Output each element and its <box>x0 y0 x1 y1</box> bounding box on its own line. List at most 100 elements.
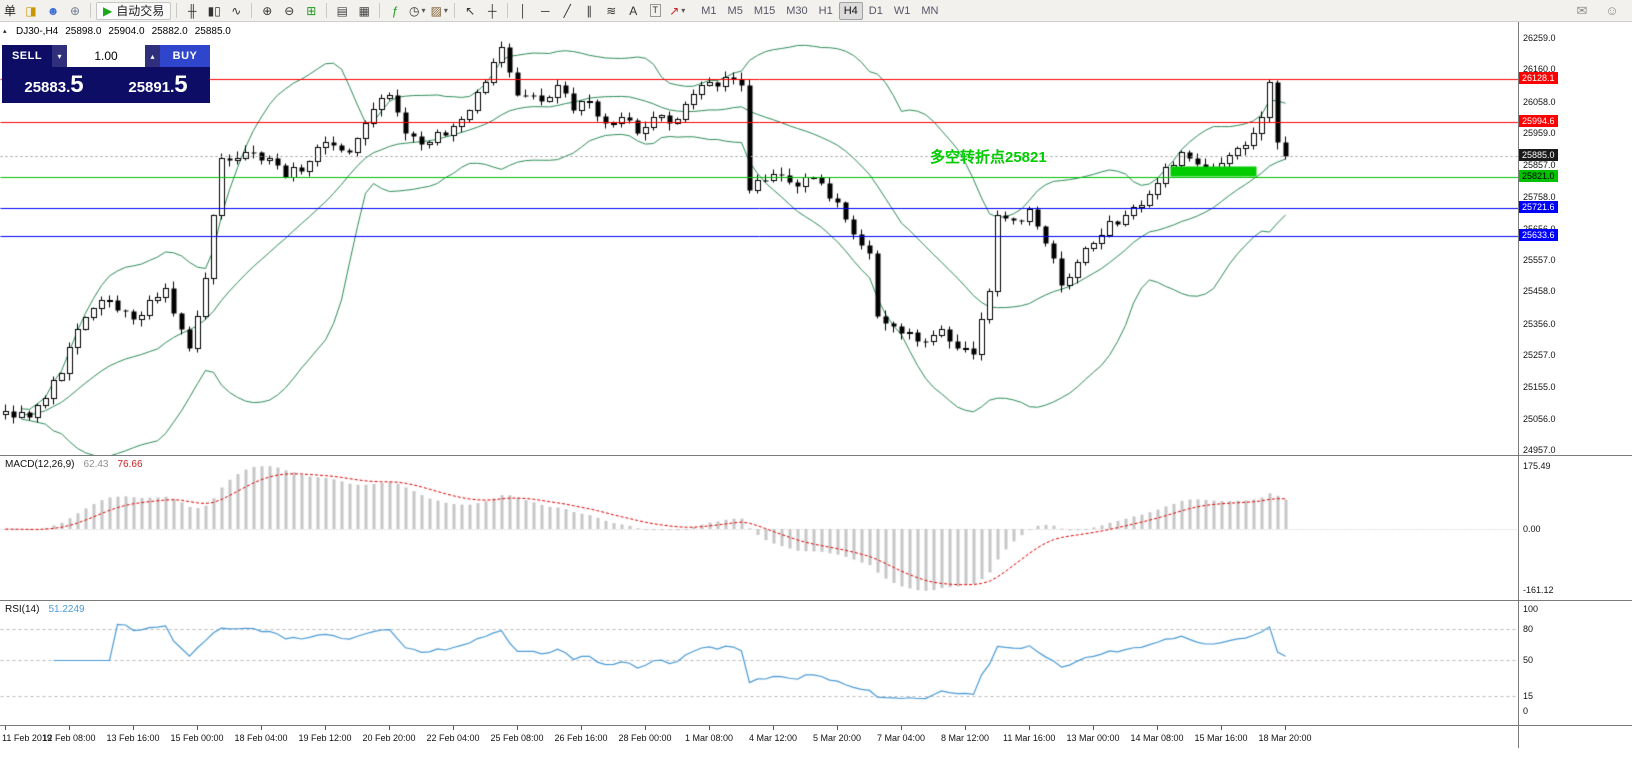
text-icon-button[interactable]: A <box>623 2 643 20</box>
rsi-indicator-canvas[interactable] <box>0 601 1518 725</box>
toolbar-separator <box>454 3 456 18</box>
chart-profiles-icon-button[interactable]: ▦ <box>354 2 374 20</box>
price-axis-main[interactable]: 26259.0 26160.0 26058.0 25959.0 25857.0 25758… <box>1519 22 1631 455</box>
timeframe-button-m30[interactable]: M30 <box>786 4 808 17</box>
new-chart-icon: ▤ <box>336 3 348 18</box>
sell-button[interactable]: SELL <box>11 50 43 62</box>
equidistant-channel-icon-button[interactable]: ∥ <box>579 2 599 20</box>
buy-button[interactable]: BUY <box>160 45 210 67</box>
zoom-out-icon-button[interactable]: ⊖ <box>279 2 299 20</box>
community-icon-button[interactable]: ☺ <box>1602 2 1622 20</box>
horizontal-line-icon-button[interactable]: ─ <box>535 2 555 20</box>
timeframe-button-d1[interactable]: D1 <box>868 4 883 17</box>
volume-down-button[interactable]: ▾ <box>52 45 67 67</box>
toolbar-separator <box>379 3 381 18</box>
periods-icon: ◷ <box>409 3 420 18</box>
arrows-icon-button[interactable]: ↗ ▾ <box>667 2 687 20</box>
time-tick-mark <box>69 726 70 730</box>
price-tick-label: 26058.0 <box>1523 96 1556 107</box>
price-tick-label: 26160.0 <box>1523 64 1556 75</box>
close-value: 25885.0 <box>194 26 231 37</box>
time-tick-label: 19 Feb 12:00 <box>298 733 352 743</box>
profile-icon-button[interactable]: ☻ <box>43 2 63 20</box>
timeframe-button-m5[interactable]: M5 <box>727 4 743 17</box>
line-chart-icon-button[interactable]: ∿ <box>226 2 246 20</box>
price-tick-label: 25257.0 <box>1523 350 1556 361</box>
chat-bubble-icon-button[interactable]: ✉ <box>1572 2 1592 20</box>
one-click-trading-panel: SELL ▾ ▴ BUY 25883.5 25891.5 <box>2 45 210 103</box>
fibonacci-icon-button[interactable]: ≋ <box>601 2 621 20</box>
buy-price[interactable]: 25891. 5 <box>106 67 210 103</box>
buy-price-main: 25891. <box>128 79 175 96</box>
price-tick-label: 25857.0 <box>1523 160 1556 171</box>
rsi-name: RSI(14) <box>5 604 40 615</box>
price-tick-label: 25758.0 <box>1523 191 1556 202</box>
new-order-button-fragment[interactable]: 单 <box>4 4 17 18</box>
toolbar: 单 ◨ ☻ ⊕ ▶ 自动交易 ╫ ▮▯ ∿ ⊕ ⊖ ⊞ ▤ ▦ ƒ ◷ ▾ ▨ ▾ ↖ ┼ │ ─ ╱ ∥ ≋ A T ↗ ▾ M1 M5… <box>0 0 1632 22</box>
equidistant-channel-icon: ∥ <box>586 3 593 18</box>
timeframe-button-h4[interactable]: H4 <box>838 1 863 20</box>
trendline-icon-button[interactable]: ╱ <box>557 2 577 20</box>
text-label-icon-button[interactable]: T <box>645 2 665 20</box>
time-tick-mark <box>773 726 774 730</box>
time-tick-mark <box>325 726 326 730</box>
periods-icon-button[interactable]: ◷ ▾ <box>407 2 427 20</box>
crosshair-icon: ┼ <box>488 3 497 18</box>
price-axis-macd[interactable]: 175.49 0.00 -161.12 <box>1519 456 1631 600</box>
crosshair-icon-button[interactable]: ┼ <box>482 2 502 20</box>
chart-window: ▴ DJ30-,H4 25898.0 25904.0 25882.0 25885… <box>0 22 1632 774</box>
timeframe-button-w1[interactable]: W1 <box>893 4 911 17</box>
price-tick-label: 25458.0 <box>1523 286 1556 297</box>
templates-icon-button[interactable]: ▨ ▾ <box>429 2 449 20</box>
line-chart-icon: ∿ <box>231 3 242 18</box>
symbol-period-label: DJ30-,H4 <box>16 26 59 37</box>
time-tick-label: 8 Mar 12:00 <box>941 733 990 743</box>
timeframe-toolbar: M1 M5 M15 M30 H1 H4 D1 W1 MN <box>696 1 943 20</box>
volume-up-button[interactable]: ▴ <box>145 45 160 67</box>
time-axis[interactable]: 11 Feb 2019 12 Feb 08:00 13 Feb 16:00 15 Fe… <box>0 726 1518 748</box>
candlestick-chart-icon-button[interactable]: ▮▯ <box>204 2 224 20</box>
bars-chart-icon-button[interactable]: ╫ <box>182 2 202 20</box>
indicators-icon-button[interactable]: ƒ <box>385 2 405 20</box>
chart-annotation-text[interactable]: 多空转折点25821 <box>930 149 1047 166</box>
chart-shot-icon-button[interactable]: ◨ <box>21 2 41 20</box>
volume-input[interactable] <box>67 45 145 67</box>
macd-main-value: 62.43 <box>83 459 109 470</box>
new-chart-icon-button[interactable]: ▤ <box>332 2 352 20</box>
panel-separator <box>0 455 1632 456</box>
price-tick-label: 26259.0 <box>1523 33 1556 43</box>
zoom-in-icon-button[interactable]: ⊕ <box>257 2 277 20</box>
tile-windows-icon: ⊞ <box>306 3 317 18</box>
timeframe-button-h1[interactable]: H1 <box>818 4 833 17</box>
one-click-collapse-icon[interactable]: ▴ <box>3 28 7 35</box>
vertical-line-icon-button[interactable]: │ <box>513 2 533 20</box>
globe-icon-button[interactable]: ⊕ <box>65 2 85 20</box>
cursor-icon-button[interactable]: ↖ <box>460 2 480 20</box>
time-tick-mark <box>1285 726 1286 730</box>
sell-price[interactable]: 25883. 5 <box>2 67 106 103</box>
community-icon: ☺ <box>1605 3 1619 18</box>
price-line-tag: 25721.6 <box>1519 201 1558 214</box>
price-axis-rsi[interactable]: 100 80 50 15 0 <box>1519 601 1631 725</box>
toolbar-groups: ◨ ☻ ⊕ ▶ 自动交易 ╫ ▮▯ ∿ ⊕ ⊖ ⊞ ▤ ▦ ƒ ◷ ▾ ▨ ▾ ↖ ┼ │ ─ ╱ ∥ ≋ A T ↗ ▾ <box>20 1 688 20</box>
bars-chart-icon: ╫ <box>188 3 197 18</box>
profile-icon: ☻ <box>46 3 60 18</box>
trendline-icon: ╱ <box>563 3 571 18</box>
zoom-out-icon: ⊖ <box>284 3 295 18</box>
dropdown-caret-icon: ▾ <box>681 6 686 15</box>
time-tick-label: 7 Mar 04:00 <box>877 733 926 743</box>
price-tick-label: 25557.0 <box>1523 255 1556 266</box>
price-tick-label: 25056.0 <box>1523 413 1556 424</box>
timeframe-button-mn[interactable]: MN <box>921 4 939 17</box>
time-tick-mark <box>837 726 838 730</box>
main-chart-canvas[interactable] <box>0 22 1518 455</box>
timeframe-button-m1[interactable]: M1 <box>701 4 717 17</box>
tile-windows-icon-button[interactable]: ⊞ <box>301 2 321 20</box>
buy-price-pip: 5 <box>174 71 188 98</box>
auto-trading-button-button[interactable]: ▶ 自动交易 <box>96 1 172 20</box>
time-tick-mark <box>453 726 454 730</box>
macd-indicator-canvas[interactable] <box>0 456 1518 600</box>
candlestick-chart-icon: ▮▯ <box>207 3 221 18</box>
timeframe-button-m15[interactable]: M15 <box>753 4 776 17</box>
time-tick-label: 18 Feb 04:00 <box>234 733 288 743</box>
